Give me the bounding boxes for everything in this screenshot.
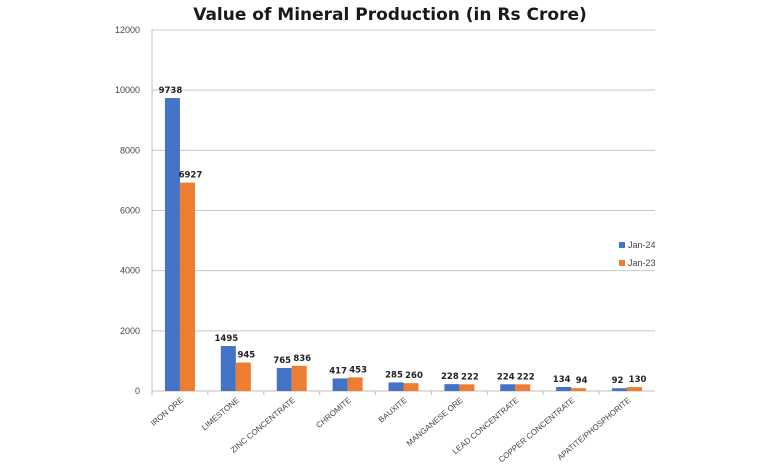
data-label: 9738 <box>159 86 183 96</box>
y-tick-label: 6000 <box>120 206 140 216</box>
bar-jan-23 <box>627 387 643 391</box>
legend-swatch-jan-23 <box>619 260 625 266</box>
data-label: 836 <box>293 354 311 364</box>
y-tick-label: 8000 <box>120 145 140 155</box>
legend-swatch-jan-24 <box>619 242 625 248</box>
data-label: 94 <box>576 376 588 386</box>
data-label: 222 <box>461 372 479 382</box>
bar-jan-24 <box>556 386 572 391</box>
legend: Jan-24 Jan-23 <box>619 240 656 268</box>
bar-jan-24 <box>332 378 348 391</box>
bars <box>164 98 643 392</box>
bar-jan-23 <box>571 388 587 391</box>
gridlines <box>152 29 655 392</box>
y-tick-label: 4000 <box>120 266 140 276</box>
bar-jan-24 <box>388 382 404 391</box>
x-tick-label: CHROMITE <box>314 396 352 430</box>
data-label: 224 <box>497 372 515 382</box>
y-tick-label: 12000 <box>115 25 140 35</box>
x-tick-label: LIMESTONE <box>200 396 241 433</box>
data-label: 453 <box>349 365 367 375</box>
chart-title: Value of Mineral Production (in Rs Crore… <box>193 5 587 25</box>
data-label: 1495 <box>214 334 238 344</box>
bar-jan-23 <box>347 377 363 391</box>
legend-label: Jan-24 <box>628 240 656 250</box>
legend-label: Jan-23 <box>628 258 656 268</box>
x-tick-label: MANGANESE ORE <box>405 396 465 448</box>
x-tick-label: BAUXITE <box>377 396 409 425</box>
bar-jan-23 <box>291 365 307 391</box>
data-label: 228 <box>441 372 459 382</box>
bar-jan-24 <box>612 388 628 391</box>
y-tick-label: 0 <box>135 386 140 396</box>
bar-jan-23 <box>235 362 251 391</box>
data-label: 130 <box>629 375 647 385</box>
data-label: 765 <box>273 356 291 366</box>
bar-jan-23 <box>179 182 195 391</box>
y-axis: 0 2000 4000 6000 8000 10000 12000 <box>115 25 153 396</box>
data-label: 417 <box>329 366 347 376</box>
data-label: 134 <box>553 375 571 385</box>
bar-jan-24 <box>444 384 460 391</box>
bar-jan-23 <box>515 384 531 391</box>
bar-jan-24 <box>164 98 180 392</box>
data-label: 260 <box>405 371 423 381</box>
bar-jan-23 <box>459 384 475 391</box>
bar-jan-24 <box>220 346 236 391</box>
bar-jan-24 <box>276 367 292 391</box>
data-label: 6927 <box>179 171 203 181</box>
bar-jan-23 <box>403 383 419 391</box>
data-label: 92 <box>612 376 624 386</box>
data-label: 945 <box>237 351 255 361</box>
data-label: 222 <box>517 372 535 382</box>
x-tick-label: IRON ORE <box>149 396 185 428</box>
y-tick-label: 2000 <box>120 326 140 336</box>
x-tick-label: ZINC CONCENTRATE <box>229 396 297 455</box>
bar-jan-24 <box>500 384 516 391</box>
data-label: 285 <box>385 370 403 380</box>
y-tick-label: 10000 <box>115 85 140 95</box>
